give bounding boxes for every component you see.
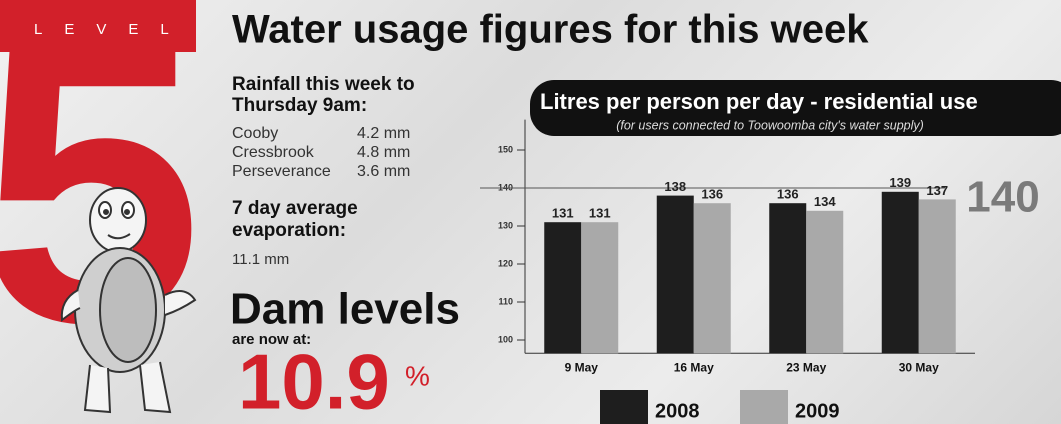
- rainfall-amount: 3.6 mm: [357, 163, 410, 180]
- legend-swatch: [600, 390, 648, 424]
- legend-label: 2009: [795, 400, 840, 422]
- evaporation-heading: 7 day average evaporation:: [232, 198, 392, 242]
- page-title: Water usage figures for this week: [232, 8, 869, 52]
- bar: [882, 192, 919, 353]
- rainfall-station: Cressbrook: [232, 144, 315, 161]
- y-tick-label: 110: [498, 296, 513, 306]
- rainfall-heading: Rainfall this week to Thursday 9am:: [232, 74, 472, 116]
- bar: [544, 222, 581, 353]
- bar: [806, 211, 843, 353]
- x-tick-label: 9 May: [565, 360, 599, 374]
- y-tick-label: 100: [498, 334, 513, 344]
- infographic: LEVEL 5 Water usage figures for this wee…: [0, 0, 1061, 424]
- bar: [657, 196, 694, 354]
- chart-title: Litres per person per day - residential …: [540, 89, 978, 114]
- data-label: 134: [814, 194, 836, 209]
- bar: [694, 203, 731, 353]
- x-tick-label: 30 May: [899, 360, 939, 374]
- x-tick-label: 16 May: [674, 360, 714, 374]
- rainfall-station: Cooby: [232, 125, 278, 142]
- dam-heading: Dam levels: [230, 285, 460, 334]
- bar: [581, 222, 618, 353]
- dam-value: 10.9: [238, 338, 390, 424]
- data-label: 139: [889, 175, 911, 190]
- bar-chart: 100 110 120 130 140 150 140 9 May 131 131 16 May 13…: [480, 120, 1040, 424]
- chart-subtitle: (for users connected to Toowoomba city's…: [616, 118, 924, 132]
- target-label: 140: [966, 173, 1039, 222]
- data-label: 137: [926, 183, 948, 198]
- data-label: 131: [589, 206, 611, 221]
- evaporation-heading-box: 7 day average evaporation:: [232, 198, 432, 248]
- evaporation-value: 11.1 mm: [232, 251, 289, 268]
- data-label: 136: [777, 187, 799, 202]
- page: LEVEL 5 Water usage figures for this wee…: [0, 0, 1061, 424]
- x-tick-label: 23 May: [786, 360, 826, 374]
- data-label: 131: [552, 206, 574, 221]
- rainfall-station: Perseverance: [232, 163, 331, 180]
- bar: [769, 203, 806, 353]
- y-tick-label: 150: [498, 144, 513, 154]
- rainfall-amount: 4.8 mm: [357, 144, 410, 161]
- data-label: 138: [664, 179, 686, 194]
- y-tick-label: 140: [498, 182, 513, 192]
- dam-unit: %: [405, 360, 430, 391]
- y-tick-label: 130: [498, 220, 513, 230]
- y-tick-label: 120: [498, 258, 513, 268]
- bar: [919, 199, 956, 353]
- legend-label: 2008: [655, 400, 700, 422]
- data-label: 136: [701, 187, 723, 202]
- legend-swatch: [740, 390, 788, 424]
- rainfall-amount: 4.2 mm: [357, 125, 410, 142]
